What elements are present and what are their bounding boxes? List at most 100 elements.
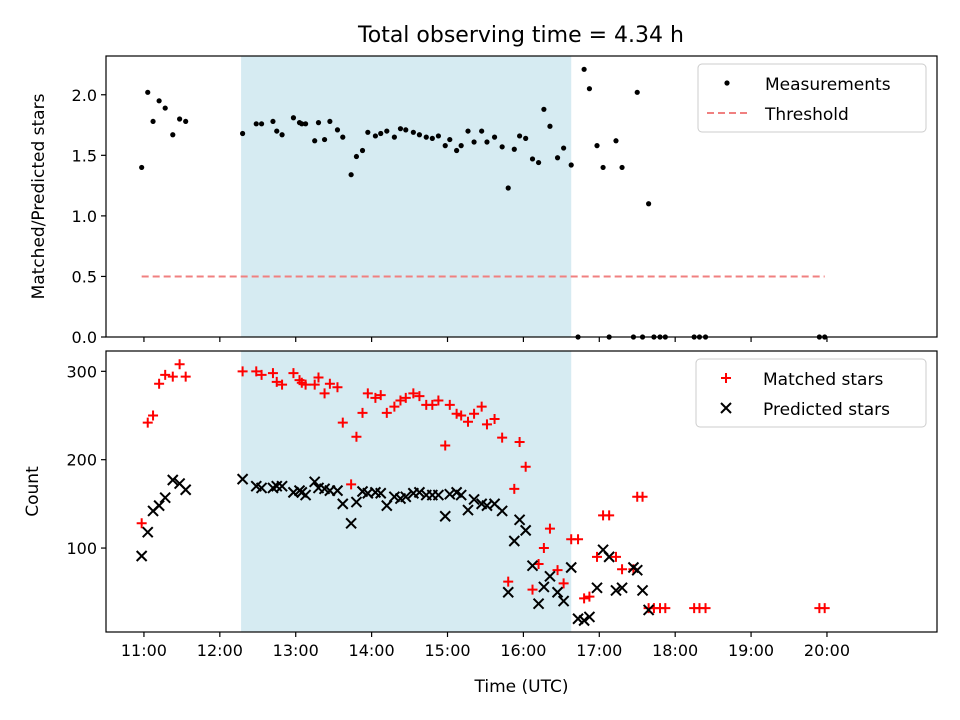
- predicted-star-point: [159, 491, 171, 504]
- measurement-point: [274, 128, 280, 134]
- predicted-star-point: [400, 491, 412, 503]
- matched-star-point: [370, 392, 381, 403]
- plot-area: [139, 66, 828, 340]
- legend-label-measurements: Measurements: [765, 75, 891, 95]
- legend-label-matched: Matched stars: [763, 370, 883, 390]
- matched-star-point: [573, 534, 584, 545]
- measurement-point: [150, 118, 156, 125]
- axes-frame: [105, 350, 938, 633]
- measurement-point: [321, 136, 328, 143]
- matched-star-point: [637, 491, 648, 502]
- x-tick-label: 14:00: [349, 641, 395, 660]
- matched-star-point: [414, 391, 425, 402]
- measurement-point: [334, 127, 341, 133]
- y-tick-label: 0.0: [72, 328, 97, 347]
- measurement-point: [183, 118, 189, 125]
- legend: Matched stars Predicted stars: [695, 358, 927, 428]
- matched-star-point: [469, 408, 480, 419]
- matched-star-point: [503, 576, 514, 587]
- matched-star-point: [509, 483, 520, 494]
- matched-star-point: [267, 368, 278, 379]
- matched-star-point: [300, 379, 311, 390]
- predicted-star-point: [167, 474, 179, 486]
- y-tick-label: 1.0: [72, 207, 97, 226]
- measurement-point: [568, 162, 574, 168]
- matched-star-point: [610, 551, 621, 562]
- predicted-star-point: [583, 611, 596, 623]
- measurement-point: [517, 133, 523, 139]
- matched-star-point: [700, 603, 711, 614]
- matched-star-point: [462, 416, 473, 427]
- predicted-star-point: [610, 584, 622, 597]
- measurement-point: [139, 164, 145, 171]
- matched-star-point: [160, 369, 171, 380]
- predicted-star-point: [444, 488, 456, 500]
- x-tick-label: 12:00: [197, 641, 243, 660]
- matched-star-point: [277, 379, 288, 390]
- legend-predicted-marker: [720, 402, 732, 414]
- matched-star-point: [408, 388, 419, 399]
- matched-star-point: [579, 593, 590, 604]
- predicted-star-point: [413, 486, 426, 499]
- y-tick-label: 0.5: [72, 267, 97, 286]
- measurement-point: [499, 144, 505, 150]
- x-tick-label: 18:00: [652, 641, 698, 660]
- matched-star-point: [476, 401, 487, 412]
- predicted-star-point: [578, 614, 590, 627]
- measurement-point: [312, 138, 318, 144]
- matched-star-point: [433, 395, 444, 406]
- measurement-point: [484, 139, 490, 145]
- legend-frame: [695, 358, 927, 428]
- predicted-star-point: [532, 598, 545, 610]
- measurement-point: [299, 121, 305, 127]
- measurement-point: [270, 118, 276, 125]
- matched-star-point: [514, 437, 525, 448]
- matched-star-point: [346, 479, 357, 490]
- predicted-star-point: [337, 498, 349, 510]
- measurement-point: [177, 116, 183, 122]
- matched-star-point: [237, 366, 248, 377]
- matched-star-point: [527, 584, 538, 595]
- matched-star-point: [148, 410, 159, 421]
- matched-star-point: [351, 431, 362, 442]
- measurement-point: [340, 134, 346, 140]
- measurement-point: [541, 106, 547, 112]
- predicted-star-point: [631, 564, 643, 576]
- matched-star-point: [362, 388, 373, 399]
- measurement-point: [359, 147, 366, 154]
- measurement-point: [410, 129, 416, 135]
- measurement-point: [327, 118, 333, 125]
- matched-star-point: [538, 543, 549, 554]
- predicted-star-point: [255, 482, 268, 494]
- measurement-point: [240, 130, 246, 137]
- measurement-point: [348, 172, 354, 178]
- measurement-point: [429, 135, 435, 141]
- measurement-point: [561, 145, 567, 151]
- predicted-star-point: [331, 484, 344, 497]
- matched-star-point: [489, 414, 500, 425]
- predicted-star-point: [538, 581, 550, 593]
- measurement-point: [253, 121, 259, 127]
- measurement-point: [353, 153, 360, 160]
- measurement-point: [619, 164, 625, 171]
- measurement-point: [162, 105, 168, 111]
- measurement-point: [586, 86, 593, 92]
- y-tick-label: 100: [66, 539, 97, 558]
- matched-star-point: [167, 371, 178, 382]
- measurement-point: [156, 98, 162, 104]
- legend-matched-marker: [721, 373, 731, 383]
- matched-star-point: [520, 461, 531, 472]
- measurement-point: [646, 201, 652, 207]
- predicted-star-point: [468, 493, 480, 506]
- predicted-star-point: [508, 535, 520, 547]
- matched-star-point: [389, 401, 400, 412]
- predicted-star-point: [496, 505, 508, 517]
- predicted-star-point: [526, 560, 539, 572]
- matched-star-point: [400, 392, 411, 403]
- predicted-star-point: [432, 489, 445, 501]
- matched-star-point: [444, 399, 455, 410]
- y-tick-label: 300: [66, 362, 97, 381]
- measurement-point: [581, 66, 587, 72]
- predicted-star-point: [502, 586, 514, 598]
